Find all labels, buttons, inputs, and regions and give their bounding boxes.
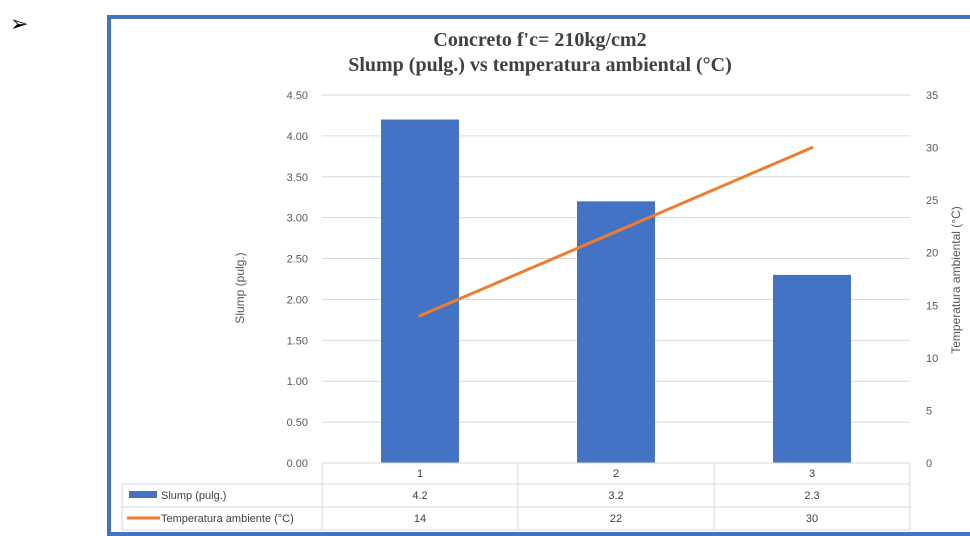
table-cell-value: 4.2	[412, 490, 427, 502]
y2-tick-label: 20	[926, 248, 938, 260]
bar	[381, 120, 459, 463]
y-tick-label: 1.00	[287, 376, 308, 388]
y-tick-label: 2.50	[287, 254, 308, 266]
chart-title: Concreto f'c= 210kg/cm2	[433, 29, 646, 51]
y-tick-label: 4.50	[287, 90, 308, 102]
x-tick-label: 3	[809, 468, 815, 480]
y2-axis-title: Temperatura ambiental (°C)	[949, 206, 963, 354]
y2-tick-label: 25	[926, 195, 938, 207]
y2-tick-label: 30	[926, 143, 938, 155]
table-cell-value: 14	[414, 513, 426, 525]
table-cell-value: 30	[806, 513, 818, 525]
table-cell-value: 22	[610, 513, 622, 525]
x-tick-label: 2	[613, 468, 619, 480]
y-tick-label: 2.00	[287, 294, 308, 306]
y-tick-label: 3.50	[287, 172, 308, 184]
legend-key-bar	[129, 491, 157, 498]
x-tick-label: 1	[417, 468, 423, 480]
y-axis-ticks: 0.00 0.50 1.00 1.50 2.00 2.50 3.00 3.50 4.00 4.50	[287, 90, 308, 470]
y2-tick-label: 0	[926, 458, 932, 470]
y-axis-title: Slump (pulg.)	[233, 252, 247, 323]
y-tick-label: 0.50	[287, 417, 308, 429]
y-tick-label: 4.00	[287, 131, 308, 143]
y-tick-label: 3.00	[287, 213, 308, 225]
legend-label: Slump (pulg.)	[161, 490, 226, 502]
table-cell-value: 3.2	[608, 490, 623, 502]
data-table: 1 2 3 Slump (pulg.) 4.2 3.2 2.3 Temperatura amb…	[122, 463, 910, 530]
table-cell-value: 2.3	[804, 490, 819, 502]
y2-tick-label: 5	[926, 405, 932, 417]
bar-series	[381, 120, 851, 463]
y2-tick-label: 10	[926, 353, 938, 365]
bar	[773, 275, 851, 463]
y2-tick-label: 15	[926, 300, 938, 312]
y-tick-label: 1.50	[287, 335, 308, 347]
y2-axis-ticks: 0 5 10 15 20 25 30 35	[926, 90, 938, 470]
y-tick-label: 0.00	[287, 458, 308, 470]
bar	[577, 201, 655, 463]
chart-subtitle: Slump (pulg.) vs temperatura ambiental (…	[348, 54, 732, 76]
legend-label: Temperatura ambiente (°C)	[161, 513, 294, 525]
y2-tick-label: 35	[926, 90, 938, 102]
